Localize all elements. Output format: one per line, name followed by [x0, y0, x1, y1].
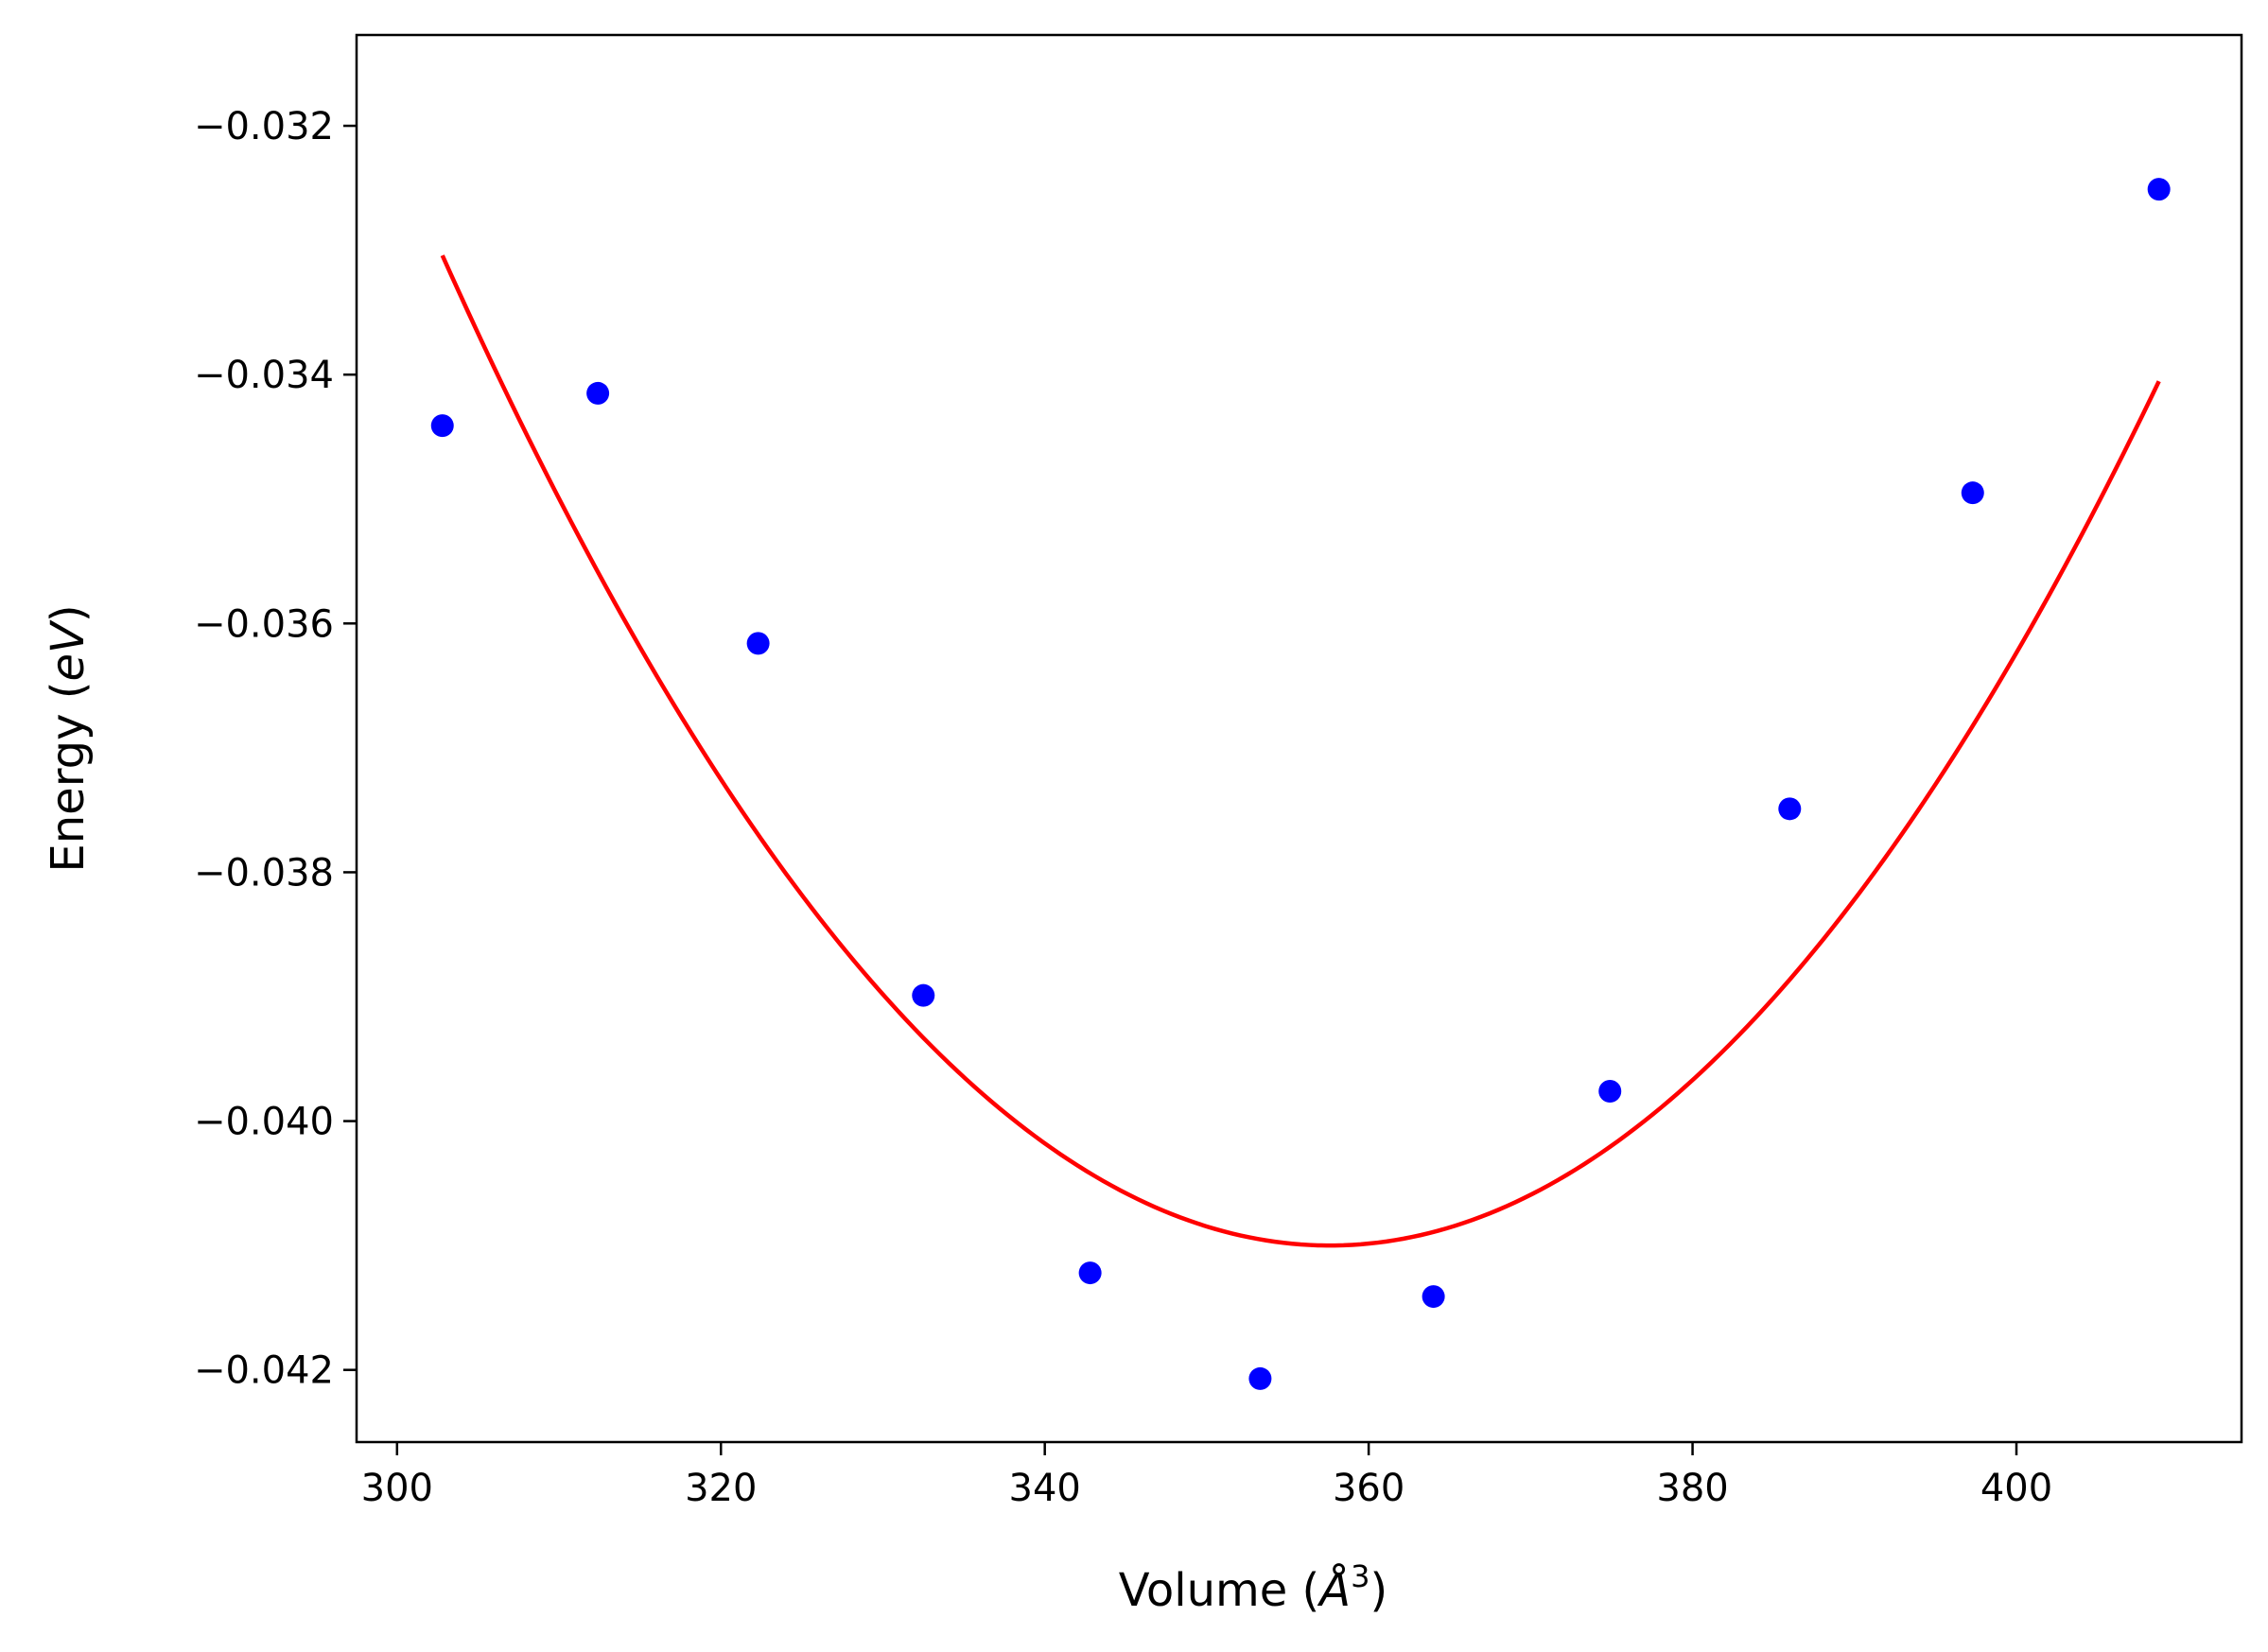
- y-axis: −0.042 −0.040 −0.038 −0.036 −0.034 −0.032: [194, 105, 357, 1393]
- data-point: [1248, 1366, 1272, 1390]
- plot-frame: [355, 33, 2243, 1444]
- y-tick-label: −0.042: [194, 1349, 334, 1393]
- data-point: [1078, 1261, 1102, 1285]
- data-point: [1598, 1079, 1622, 1103]
- x-axis-label: Volume (Å3): [1119, 1558, 1387, 1617]
- x-tick-label: 400: [1980, 1467, 2052, 1510]
- x-tick-label: 300: [361, 1467, 433, 1510]
- y-tick-label: −0.040: [194, 1101, 334, 1144]
- data-point: [746, 632, 770, 655]
- y-tick-label: −0.034: [194, 354, 334, 397]
- data-point: [2147, 178, 2171, 201]
- x-axis: 300 320 340 360 380 400: [361, 1442, 2052, 1510]
- data-point: [1961, 481, 1984, 505]
- data-point: [586, 381, 610, 405]
- data-point: [1778, 797, 1802, 821]
- y-tick-label: −0.036: [194, 602, 334, 646]
- x-tick-label: 340: [1009, 1467, 1081, 1510]
- y-tick-label: −0.032: [194, 105, 334, 148]
- y-tick-label: −0.038: [194, 851, 334, 895]
- y-axis-label: Energy (eV): [42, 604, 95, 872]
- data-point: [912, 983, 935, 1007]
- x-tick-label: 360: [1333, 1467, 1404, 1510]
- data-point: [1422, 1285, 1445, 1309]
- x-tick-label: 320: [685, 1467, 757, 1510]
- data-point: [430, 414, 454, 438]
- x-tick-label: 380: [1656, 1467, 1728, 1510]
- scatter-points: [430, 178, 2171, 1390]
- fit-curve: [440, 254, 2161, 1248]
